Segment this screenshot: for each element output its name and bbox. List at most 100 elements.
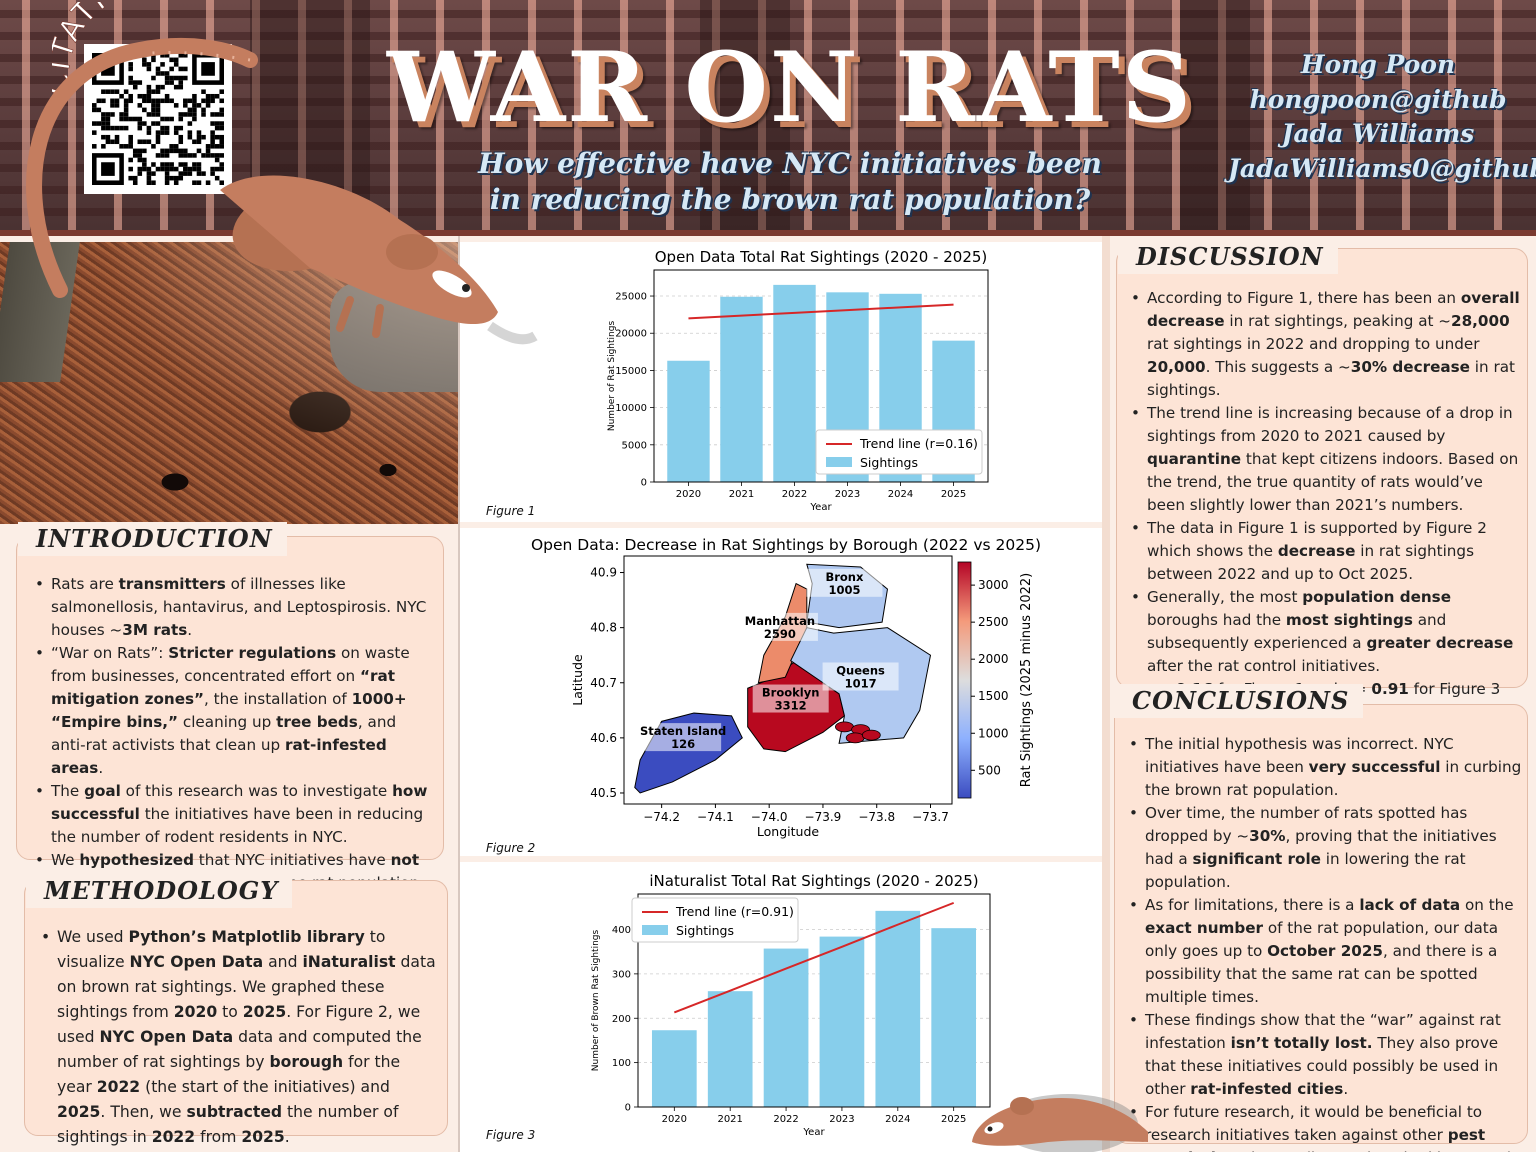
y-tick-label: 40.9 xyxy=(590,566,617,580)
x-axis-label: Year xyxy=(809,502,832,513)
x-tick-label: 2023 xyxy=(835,489,860,500)
colorbar-tick-label: 1500 xyxy=(978,689,1009,703)
building-silhouette xyxy=(700,0,790,230)
bar xyxy=(875,910,921,1107)
colorbar xyxy=(957,561,972,799)
trend-line xyxy=(688,303,954,320)
author-block: Hong Poon hongpoon@github Jada Williams … xyxy=(1228,48,1536,186)
introduction-heading: INTRODUCTION xyxy=(18,522,287,556)
colorbar-tick-label: 2500 xyxy=(978,615,1009,629)
author-name: Jada Williams xyxy=(1281,119,1475,148)
x-axis-label: Longitude xyxy=(757,824,819,839)
x-tick-label: −74.0 xyxy=(751,810,788,824)
plot-frame xyxy=(637,893,991,1108)
author-name: Hong Poon xyxy=(1300,50,1456,79)
figure-2-panel: Open Data: Decrease in Rat Sightings by … xyxy=(460,528,1102,856)
x-tick-label: 2025 xyxy=(941,1114,966,1125)
y-tick-label: 25000 xyxy=(615,292,647,303)
bar xyxy=(707,991,753,1107)
author-github[interactable]: JadaWilliams0@github xyxy=(1228,153,1536,183)
discussion-list: According to Figure 1, there has been an… xyxy=(1131,287,1523,701)
figure-3-caption: Figure 3 xyxy=(486,1128,536,1142)
plot-frame xyxy=(653,269,989,483)
borough-label-bg xyxy=(741,612,818,641)
x-tick-label: 2025 xyxy=(941,489,966,500)
chart-title: Open Data: Decrease in Rat Sightings by … xyxy=(531,536,1041,554)
y-tick-label: 40.8 xyxy=(590,621,617,635)
bullet-item: The data in Figure 1 is supported by Fig… xyxy=(1131,517,1523,586)
discussion-heading: DISCUSSION xyxy=(1118,240,1338,274)
borough-label-bg xyxy=(806,568,883,597)
author-github[interactable]: hongpoon@github xyxy=(1249,84,1507,114)
borough-label-bg xyxy=(645,723,722,752)
legend-bar-swatch xyxy=(826,457,852,467)
x-tick-label: 2024 xyxy=(885,1114,910,1125)
y-tick-label: 400 xyxy=(612,925,631,936)
legend-bar-label: Sightings xyxy=(860,455,918,470)
bar xyxy=(819,936,865,1107)
colorbar-tick-label: 1000 xyxy=(978,726,1009,740)
y-tick-label: 15000 xyxy=(615,366,647,377)
x-tick-label: −74.2 xyxy=(643,810,680,824)
y-tick-label: 40.5 xyxy=(590,786,617,800)
x-tick-label: 2020 xyxy=(676,489,701,500)
trend-line xyxy=(673,901,955,1014)
introduction-list: Rats are transmitters of illnesses like … xyxy=(35,573,435,895)
conclusions-heading: CONCLUSIONS xyxy=(1114,684,1364,718)
figure-1-panel: Open Data Total Rat Sightings (2020 - 20… xyxy=(460,242,1102,522)
legend-trend-label: Trend line (r=0.16) xyxy=(859,436,978,451)
figure-3-bar-chart: iNaturalist Total Rat Sightings (2020 - … xyxy=(591,872,991,1138)
x-tick-label: 2021 xyxy=(729,489,754,500)
borough-value: 126 xyxy=(671,737,695,751)
borough-value: 3312 xyxy=(775,699,807,713)
bar xyxy=(720,296,763,482)
figure-3-panel: iNaturalist Total Rat Sightings (2020 - … xyxy=(460,862,1102,1152)
chart-title: iNaturalist Total Rat Sightings (2020 - … xyxy=(649,872,978,890)
plot-frame xyxy=(623,555,953,805)
x-tick-label: −73.7 xyxy=(912,810,949,824)
borough-label: Brooklyn xyxy=(762,686,820,700)
y-axis-label: Latitude xyxy=(570,654,585,706)
borough-label: Queens xyxy=(836,663,885,677)
island-shape xyxy=(845,732,865,744)
poster-title: WAR ON RATS xyxy=(387,31,1193,144)
rat-illustration-icon xyxy=(972,1094,1148,1152)
bullet-item: “War on Rats”: Stricter regulations on w… xyxy=(35,642,435,780)
conclusions-box: The initial hypothesis was incorrect. NY… xyxy=(1114,704,1528,1152)
poster-subtitle: How effective have NYC initiatives been … xyxy=(478,147,1102,217)
y-tick-label: 10000 xyxy=(615,403,647,414)
y-tick-label: 200 xyxy=(612,1014,631,1025)
borough-value: 1005 xyxy=(828,583,860,597)
methodology-box: We used Python’s Matplotlib library to v… xyxy=(24,880,448,1146)
x-tick-label: 2022 xyxy=(773,1114,798,1125)
qr-code[interactable] xyxy=(84,44,232,194)
x-tick-label: −74.1 xyxy=(697,810,734,824)
legend-bar-swatch xyxy=(642,925,668,935)
building-silhouette xyxy=(250,0,370,230)
bar xyxy=(773,284,816,482)
bullet-item: Generally, the most population dense bor… xyxy=(1131,586,1523,678)
y-tick-label: 5000 xyxy=(622,440,647,451)
methodology-heading: METHODOLOGY xyxy=(26,874,293,908)
borough-label-bg xyxy=(752,684,829,713)
y-axis-label: Number of Brown Rat Sightings xyxy=(591,929,601,1071)
colorbar-tick-label: 3000 xyxy=(978,578,1009,592)
bullet-item: Rats are transmitters of illnesses like … xyxy=(35,573,435,642)
bullet-item: As for limitations, there is a lack of d… xyxy=(1129,894,1525,1009)
y-tick-label: 20000 xyxy=(615,329,647,340)
y-tick-label: 40.6 xyxy=(590,731,617,745)
bullet-item: According to Figure 1, there has been an… xyxy=(1131,287,1523,402)
bullet-item: The initial hypothesis was incorrect. NY… xyxy=(1129,733,1525,802)
x-tick-label: 2020 xyxy=(662,1114,687,1125)
bar xyxy=(763,948,809,1107)
x-axis-label: Year xyxy=(802,1127,825,1138)
y-tick-label: 40.7 xyxy=(590,676,617,690)
bar xyxy=(931,928,977,1107)
colorbar-label: Rat Sightings (2025 minus 2022) xyxy=(1019,573,1034,788)
borough-label-bg xyxy=(822,662,899,691)
island-shape xyxy=(835,721,854,733)
introduction-box: Rats are transmitters of illnesses like … xyxy=(16,536,444,892)
legend-box xyxy=(631,897,799,943)
borough-label: Staten Island xyxy=(640,724,726,738)
island-shape xyxy=(861,729,881,741)
